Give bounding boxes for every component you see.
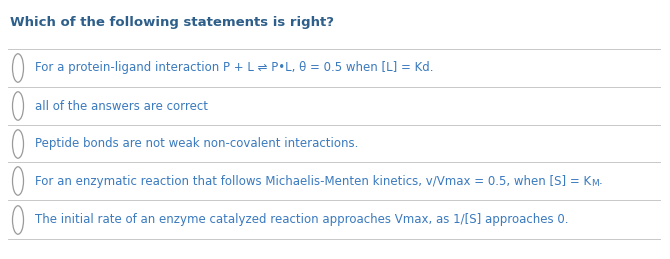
Text: .: . — [599, 175, 602, 188]
Text: all of the answers are correct: all of the answers are correct — [35, 99, 208, 112]
Text: Peptide bonds are not weak non-covalent interactions.: Peptide bonds are not weak non-covalent … — [35, 138, 358, 150]
Text: Which of the following statements is right?: Which of the following statements is rig… — [10, 16, 334, 29]
Text: The initial rate of an enzyme catalyzed reaction approaches Vmax, as 1/[S] appro: The initial rate of an enzyme catalyzed … — [35, 213, 569, 227]
Text: For an enzymatic reaction that follows Michaelis-Menten kinetics, v/Vmax = 0.5, : For an enzymatic reaction that follows M… — [35, 175, 591, 188]
Text: For a protein-ligand interaction P + L ⇌ P•L, θ = 0.5 when [L] = Kd.: For a protein-ligand interaction P + L ⇌… — [35, 61, 433, 75]
Text: M: M — [591, 179, 599, 188]
